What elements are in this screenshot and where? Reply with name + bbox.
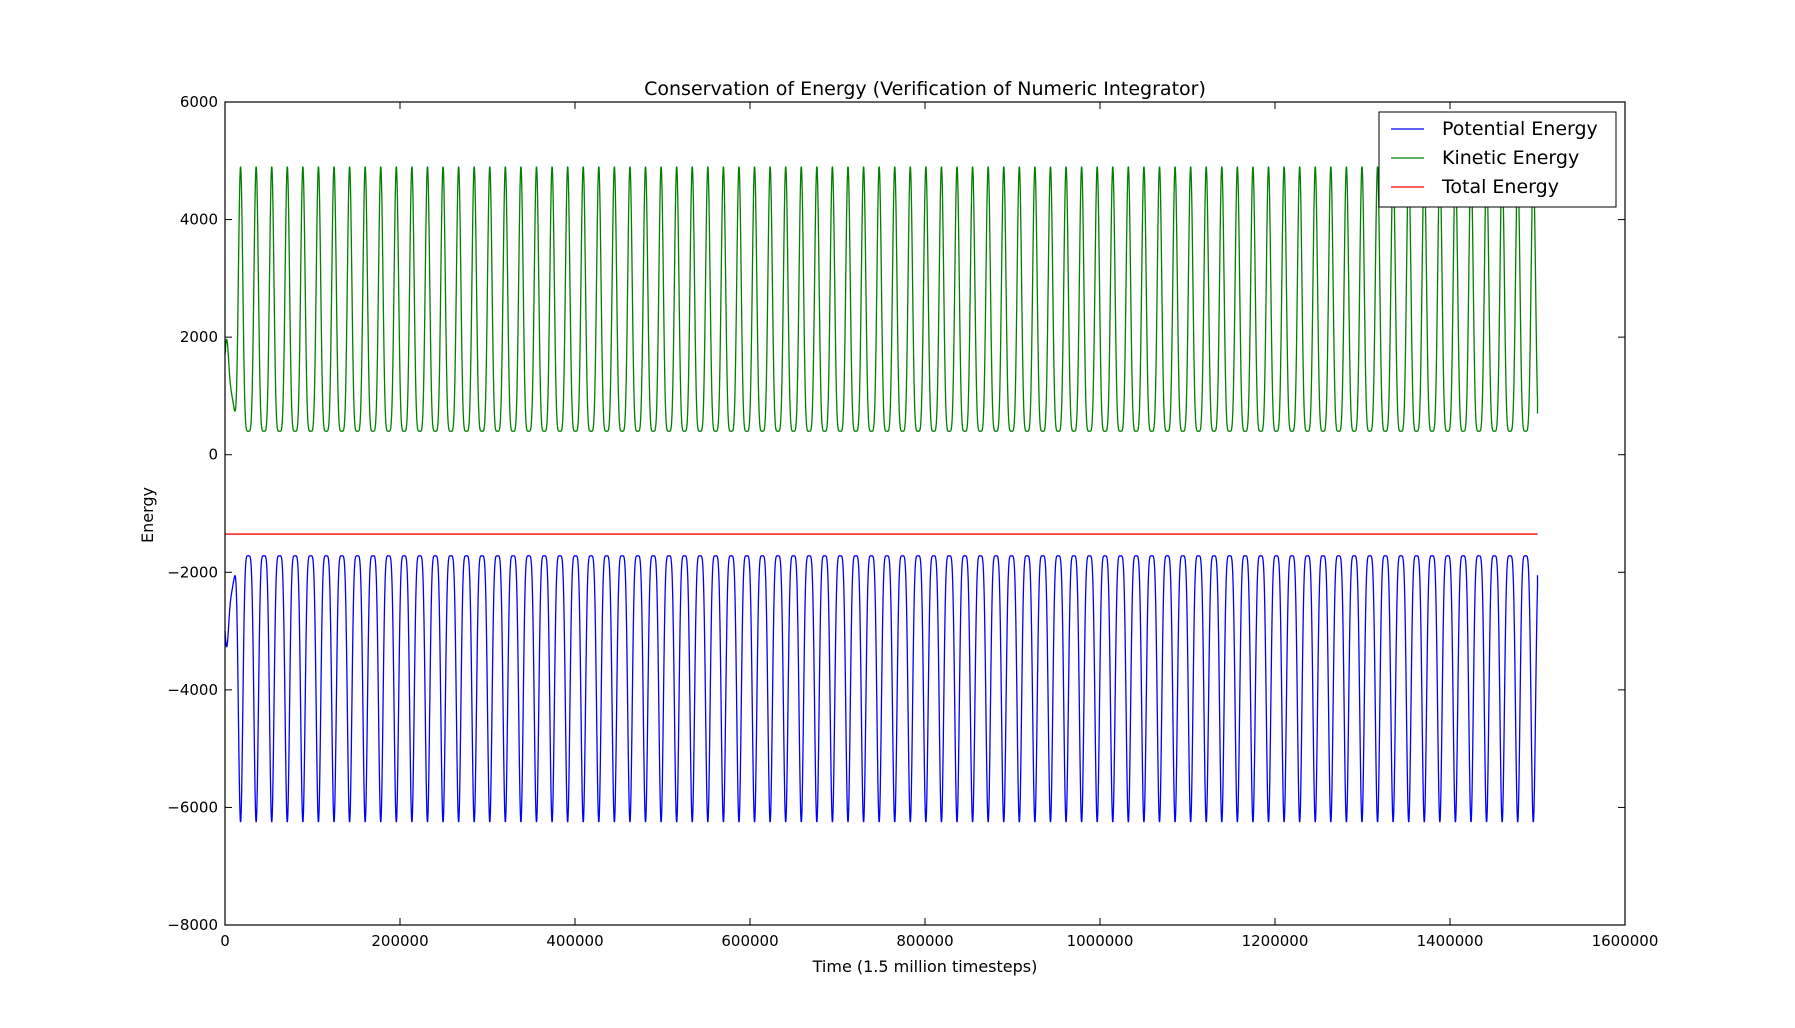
- y-tick-label: −6000: [167, 798, 218, 816]
- legend-label-potential: Potential Energy: [1442, 118, 1598, 140]
- y-tick-label: 6000: [180, 93, 218, 111]
- x-axis-label: Time (1.5 million timesteps): [812, 957, 1038, 976]
- y-tick-label: 0: [208, 446, 218, 464]
- y-tick-label: −4000: [167, 681, 218, 699]
- x-tick-label: 1200000: [1242, 932, 1309, 950]
- x-tick-label: 0: [220, 932, 230, 950]
- y-tick-label: −8000: [167, 916, 218, 934]
- x-tick-label: 1000000: [1067, 932, 1134, 950]
- y-tick-label: 2000: [180, 328, 218, 346]
- x-tick-label: 200000: [371, 932, 428, 950]
- legend-label-kinetic: Kinetic Energy: [1442, 147, 1579, 169]
- series-layer: [224, 166, 1539, 823]
- plot-frame: [224, 101, 1626, 926]
- y-tick-label: −2000: [167, 563, 218, 581]
- legend-box: [1378, 111, 1617, 208]
- x-tick-label: 1600000: [1592, 932, 1659, 950]
- legend: Potential Energy Kinetic Energy Total En…: [1378, 111, 1617, 208]
- x-tick-label: 800000: [896, 932, 953, 950]
- series-line-kinetic-energy: [224, 166, 1539, 432]
- y-axis-label: Energy: [138, 487, 157, 543]
- x-tick-label: 1400000: [1417, 932, 1484, 950]
- legend-label-total: Total Energy: [1441, 176, 1559, 198]
- series-line-potential-energy: [224, 555, 1539, 823]
- tick-layer: 0 200000 400000 600000 800000 1000000 1200000 1…: [167, 93, 1658, 950]
- x-tick-label: 600000: [721, 932, 778, 950]
- y-tick-label: 4000: [180, 211, 218, 229]
- x-tick-label: 400000: [546, 932, 603, 950]
- chart-title: Conservation of Energy (Verification of …: [644, 78, 1206, 100]
